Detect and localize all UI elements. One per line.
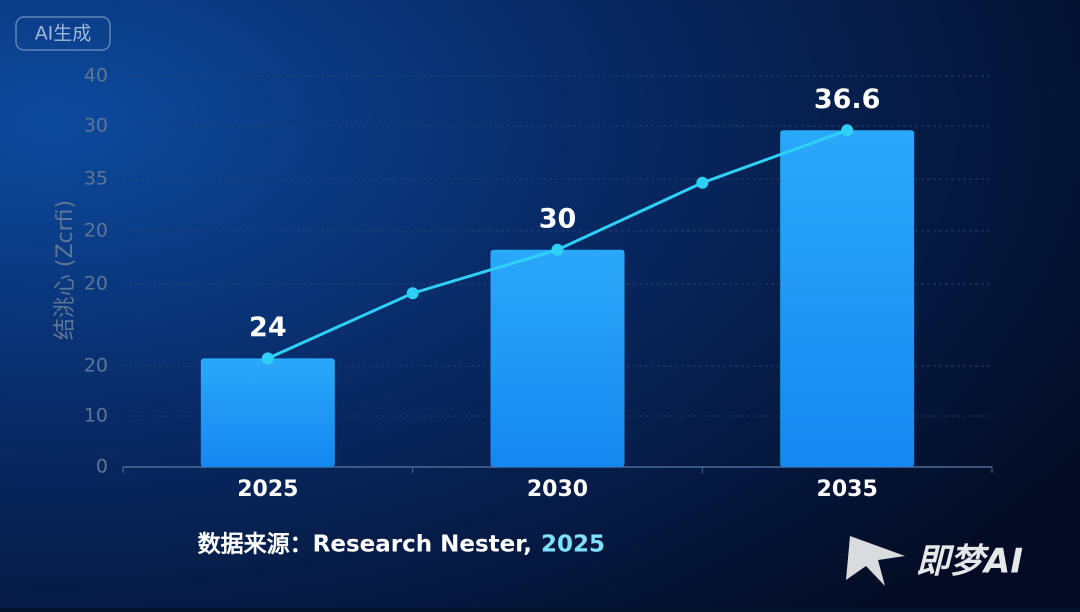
y-tick-label: 40 — [84, 65, 108, 87]
y-tick-label: 20 — [84, 273, 108, 295]
y-tick-label: 20 — [84, 355, 108, 377]
x-tick-label: 2025 — [237, 477, 298, 502]
line-point — [261, 352, 274, 365]
y-tick-label: 0 — [96, 456, 108, 478]
data-label: 24 — [249, 312, 287, 343]
y-tick-label: 30 — [84, 115, 108, 137]
y-tick-label: 35 — [84, 168, 108, 190]
x-tick-label: 2035 — [817, 477, 878, 502]
source-year: 2025 — [541, 532, 605, 558]
watermark-logo — [846, 536, 905, 586]
badge-frame — [15, 16, 111, 51]
source: 数据来源：Research Nester, — [198, 532, 540, 558]
bar — [200, 358, 335, 467]
line-point — [696, 176, 709, 189]
bar — [780, 130, 915, 468]
x-tick-label: 2030 — [527, 477, 588, 502]
line-point — [406, 287, 419, 300]
watermark: 即梦AI — [916, 542, 1023, 582]
line-point — [841, 124, 854, 137]
bar — [490, 249, 625, 467]
y-tick-label: 20 — [84, 220, 108, 242]
y-axis-label: 结洮心 (Zcrfi) — [53, 200, 78, 340]
y-tick-label: 10 — [84, 405, 108, 427]
badge: AI生成 — [35, 23, 92, 45]
data-label: 36.6 — [814, 84, 881, 115]
line-point — [551, 243, 564, 256]
data-label: 30 — [539, 203, 577, 234]
